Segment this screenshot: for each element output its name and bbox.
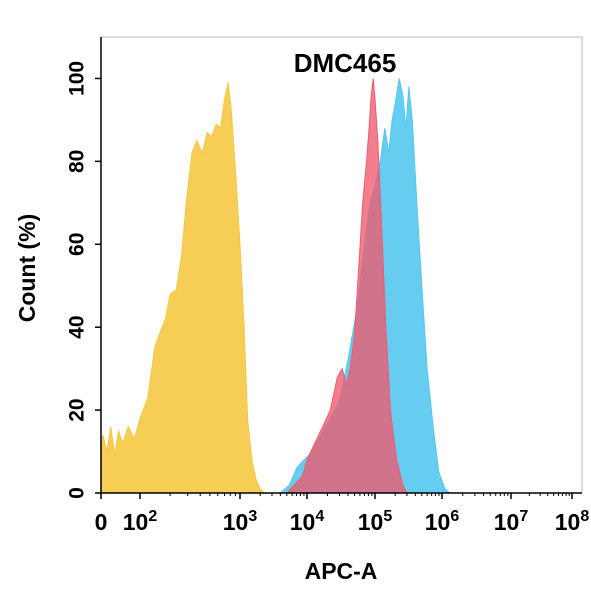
x-tick-label: 102 xyxy=(123,508,158,535)
y-axis-title: Count (%) xyxy=(14,214,40,323)
x-axis-title: APC-A xyxy=(305,558,378,584)
y-tick-label: 40 xyxy=(65,316,88,339)
histogram-series-3 xyxy=(285,78,408,494)
series-layer xyxy=(100,78,452,494)
x-tick-label: 103 xyxy=(223,508,258,535)
y-tick-label: 80 xyxy=(65,150,88,173)
ticks-layer: 0 20 40 60 80 100 0 102 103 104 105 106 107 108 xyxy=(65,61,589,535)
x-tick-label: 108 xyxy=(555,508,590,535)
y-tick-label: 0 xyxy=(65,487,88,499)
x-tick-label: 104 xyxy=(290,508,325,535)
histogram-series-1 xyxy=(100,82,266,494)
y-tick-label: 60 xyxy=(65,233,88,256)
x-tick-label: 106 xyxy=(425,508,460,535)
x-tick-label: 105 xyxy=(358,508,393,535)
y-tick-label: 100 xyxy=(65,61,88,96)
x-tick-label: 107 xyxy=(494,508,529,535)
y-tick-label: 20 xyxy=(65,398,88,421)
chart-title: DMC465 xyxy=(294,48,397,78)
x-tick-label: 0 xyxy=(95,509,108,535)
